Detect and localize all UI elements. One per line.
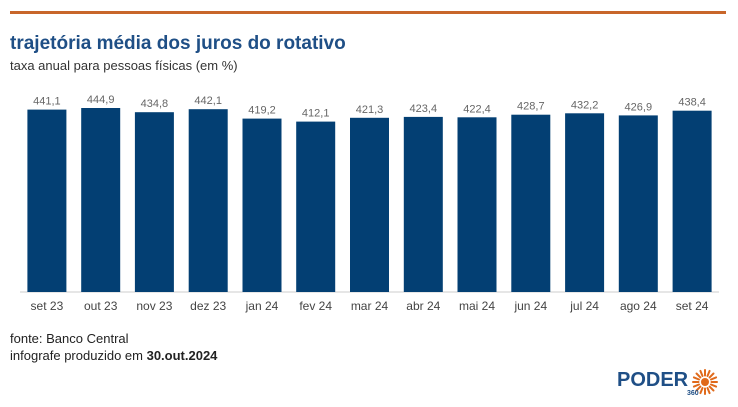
credit-note: infografe produzido em 30.out.2024 <box>10 348 217 363</box>
bar-chart: 441,1 444,9 434,8 442,1 419,2 412,1 421,3 423,4… <box>20 94 719 313</box>
tick-label-11: ago 24 <box>620 299 657 313</box>
tick-label-2: nov 23 <box>136 299 172 313</box>
bar-10 <box>565 113 605 292</box>
bar-8 <box>457 117 497 292</box>
tick-label-12: set 24 <box>676 299 709 313</box>
tick-label-4: jan 24 <box>245 299 279 313</box>
chart-title: trajetória média dos juros do rotativo <box>10 33 346 54</box>
bar-11 <box>618 115 658 293</box>
tick-label-5: fev 24 <box>299 299 332 313</box>
bar-0 <box>27 109 67 292</box>
source-note: fonte: Banco Central <box>10 331 129 346</box>
bar-2 <box>134 112 174 292</box>
chart-subtitle: taxa anual para pessoas físicas (em %) <box>10 58 238 73</box>
value-label-9: 428,7 <box>517 101 545 113</box>
value-label-5: 412,1 <box>302 108 330 120</box>
tick-label-7: abr 24 <box>406 299 440 313</box>
tick-label-8: mai 24 <box>459 299 495 313</box>
value-labels-group: 441,1 444,9 434,8 442,1 419,2 412,1 421,3 423,4… <box>33 94 706 120</box>
poder360-logo[interactable]: PODER 360 <box>617 366 721 402</box>
tick-label-1: out 23 <box>84 299 118 313</box>
bars-group <box>27 108 712 293</box>
value-label-12: 438,4 <box>678 97 706 109</box>
value-label-1: 444,9 <box>87 94 115 106</box>
bar-12 <box>672 110 712 292</box>
tick-label-3: dez 23 <box>190 299 226 313</box>
value-label-11: 426,9 <box>625 101 653 113</box>
bar-3 <box>188 109 228 292</box>
sun-burst-icon <box>692 369 718 395</box>
bar-6 <box>350 117 389 292</box>
logo-wordmark: PODER <box>617 369 689 391</box>
tick-label-0: set 23 <box>31 299 64 313</box>
tick-label-10: jul 24 <box>569 299 599 313</box>
tick-label-9: jun 24 <box>513 299 547 313</box>
bar-7 <box>403 116 443 293</box>
logo-suffix: 360 <box>687 390 699 397</box>
value-label-7: 423,4 <box>410 103 438 115</box>
value-label-6: 421,3 <box>356 104 384 116</box>
credit-prefix: infografe produzido em <box>10 348 147 363</box>
value-label-3: 442,1 <box>194 95 222 107</box>
credit-date: 30.out.2024 <box>146 348 218 363</box>
bar-1 <box>81 108 121 292</box>
top-accent-rule <box>10 11 726 14</box>
tick-label-6: mar 24 <box>351 299 389 313</box>
bar-5 <box>296 121 336 292</box>
tick-labels-group: set 23 out 23 nov 23 dez 23 jan 24 fev 24 mar … <box>31 299 709 313</box>
bar-9 <box>511 114 551 292</box>
bar-4 <box>242 118 282 292</box>
value-label-0: 441,1 <box>33 96 61 108</box>
value-label-8: 422,4 <box>463 103 491 115</box>
value-label-2: 434,8 <box>141 98 169 110</box>
value-label-10: 432,2 <box>571 99 599 111</box>
value-label-4: 419,2 <box>248 105 276 117</box>
